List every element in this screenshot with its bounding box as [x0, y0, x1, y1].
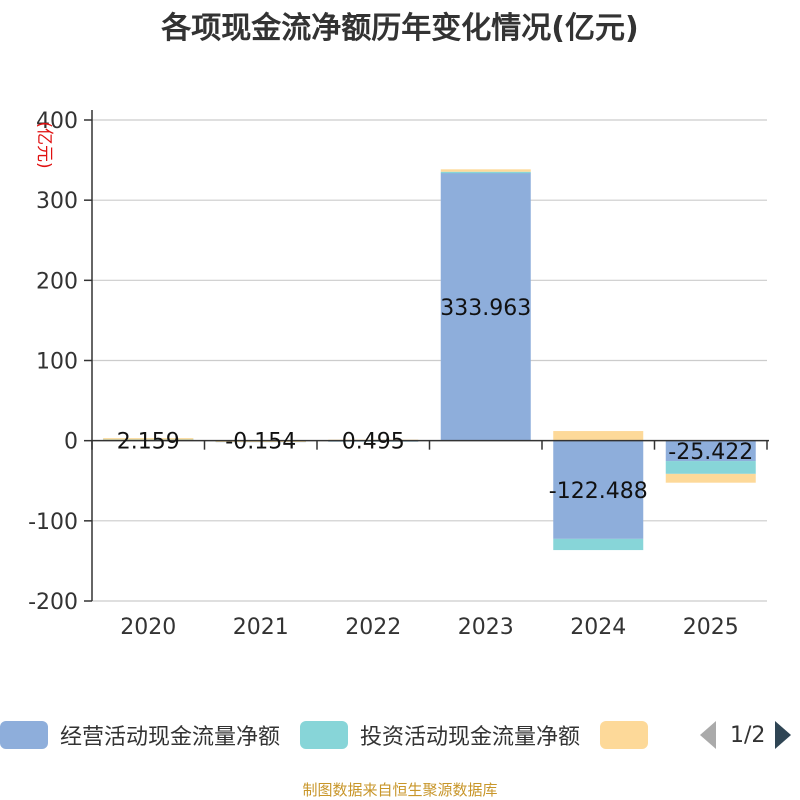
data-label: -25.422: [668, 440, 753, 465]
data-label: -122.488: [549, 479, 648, 504]
bar-2-2023: [440, 169, 531, 172]
x-tick-label: 2025: [683, 615, 739, 640]
data-label: 2.159: [117, 430, 180, 455]
y-tick-label: 200: [36, 269, 78, 294]
chart-title: 各项现金流净额历年变化情况(亿元): [160, 11, 638, 46]
bar-2-2025: [665, 473, 756, 483]
legend: 经营活动现金流量净额 投资活动现金流量净额: [0, 718, 680, 752]
legend-label-operating: 经营活动现金流量净额: [60, 725, 281, 750]
bar-2-2024: [553, 431, 644, 441]
source-footer: 制图数据来自恒生聚源数据库: [302, 781, 498, 799]
bar-1-2023: [440, 171, 531, 174]
bar-1-2024: [553, 538, 644, 551]
y-tick-label: 100: [36, 350, 78, 375]
legend-pager: 1/2: [700, 718, 792, 752]
bar-2-2020: [103, 438, 194, 440]
bar-0-2024: [553, 440, 644, 539]
y-tick-label: -200: [28, 590, 78, 615]
legend-swatch-operating: [0, 721, 48, 749]
pager-next-icon[interactable]: [775, 721, 792, 749]
legend-item-operating[interactable]: 经营活动现金流量净额: [0, 719, 280, 751]
legend-swatch-investing: [300, 721, 349, 749]
legend-swatch-third: [600, 721, 649, 749]
bar-1-2025: [665, 461, 756, 474]
y-tick-label: 0: [64, 430, 78, 455]
x-tick-label: 2022: [345, 615, 401, 640]
y-tick-label: 400: [36, 109, 78, 134]
bar-0-2023: [440, 172, 531, 441]
y-tick-label: -100: [28, 510, 78, 535]
bar-0-2025: [665, 440, 756, 462]
pager-page-text: 1/2: [730, 722, 766, 748]
pager-prev-icon[interactable]: [700, 721, 716, 749]
y-tick-label: 300: [36, 189, 78, 214]
x-tick-label: 2021: [233, 615, 289, 640]
x-tick-label: 2024: [570, 615, 626, 640]
data-label: 0.495: [342, 430, 405, 455]
data-label: 333.963: [440, 296, 531, 321]
legend-item-investing[interactable]: 投资活动现金流量净额: [300, 719, 580, 751]
x-tick-label: 2023: [458, 615, 514, 640]
y-axis-unit-label: (亿元): [34, 121, 54, 168]
data-label: -0.154: [225, 430, 296, 455]
legend-label-investing: 投资活动现金流量净额: [360, 725, 581, 750]
legend-item-third[interactable]: [600, 721, 660, 749]
x-tick-label: 2020: [120, 615, 176, 640]
